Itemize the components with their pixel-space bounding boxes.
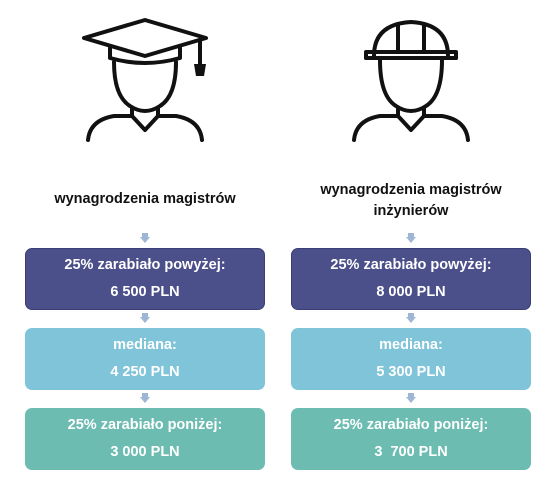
median-box: mediana: 5 300 PLN xyxy=(291,328,531,390)
bottom-quartile-label: 25% zarabiało poniżej: xyxy=(333,417,489,433)
column-engineers: wynagrodzenia magistrów inżynierów 25% z… xyxy=(291,0,531,486)
graduate-icon xyxy=(82,18,208,142)
bottom-quartile-label: 25% zarabiało poniżej: xyxy=(67,417,223,433)
top-quartile-label: 25% zarabiało powyżej: xyxy=(330,257,492,273)
top-quartile-box: 25% zarabiało powyżej: 8 000 PLN xyxy=(291,248,531,310)
column-masters: wynagrodzenia magistrów 25% zarabiało po… xyxy=(25,0,265,486)
heading-engineers: wynagrodzenia magistrów inżynierów xyxy=(320,182,502,219)
top-quartile-box: 25% zarabiało powyżej: 6 500 PLN xyxy=(25,248,265,310)
arrow-down-icon xyxy=(406,233,416,243)
median-label: mediana: xyxy=(379,337,443,353)
bottom-quartile-box: 25% zarabiało poniżej: 3 700 PLN xyxy=(291,408,531,470)
top-quartile-value: 8 000 PLN xyxy=(376,284,446,300)
arrow-down-icon xyxy=(406,393,416,403)
engineer-icon xyxy=(352,20,470,142)
arrow-down-icon xyxy=(140,313,150,323)
median-box: mediana: 4 250 PLN xyxy=(25,328,265,390)
median-label: mediana: xyxy=(113,337,177,353)
top-quartile-value: 6 500 PLN xyxy=(110,284,180,300)
bottom-quartile-value: 3 700 PLN xyxy=(374,444,448,460)
bottom-quartile-value: 3 000 PLN xyxy=(110,444,180,460)
median-value: 4 250 PLN xyxy=(110,364,180,380)
arrow-down-icon xyxy=(140,393,150,403)
bottom-quartile-box: 25% zarabiało poniżej: 3 000 PLN xyxy=(25,408,265,470)
top-quartile-label: 25% zarabiało powyżej: xyxy=(64,257,226,273)
heading-masters: wynagrodzenia magistrów xyxy=(54,191,236,207)
arrow-down-icon xyxy=(406,313,416,323)
median-value: 5 300 PLN xyxy=(376,364,446,380)
arrow-down-icon xyxy=(140,233,150,243)
